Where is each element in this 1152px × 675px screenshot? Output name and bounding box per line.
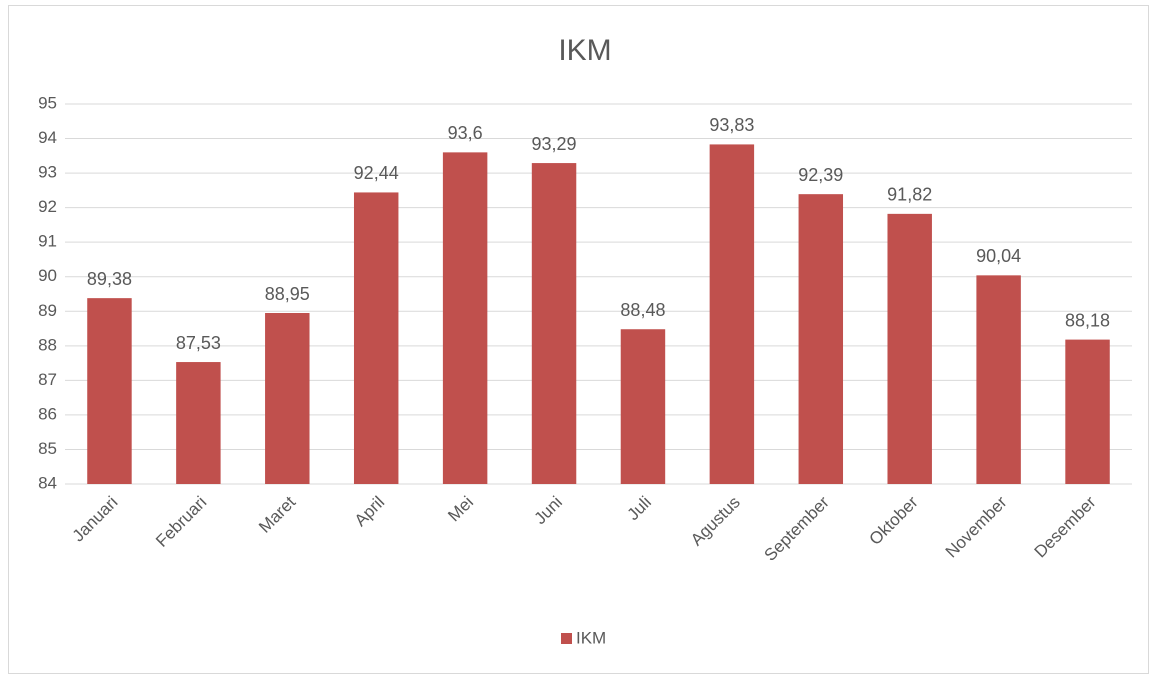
data-label: 92,44 [354,163,399,183]
bar [265,313,310,484]
y-tick-label: 91 [38,232,57,251]
bar [887,213,932,484]
y-tick-label: 88 [38,335,57,354]
data-label: 89,38 [87,269,132,289]
y-tick-label: 93 [38,163,57,182]
data-label: 93,6 [448,123,483,143]
bar [176,362,221,484]
bar [798,194,844,484]
bar [976,275,1021,484]
bar [442,152,488,484]
chart-title: IKM [558,34,611,67]
bar [1065,339,1110,484]
data-label: 91,82 [887,185,932,205]
y-tick-label: 87 [38,370,57,389]
bar [353,192,399,484]
y-tick-label: 89 [38,301,57,320]
data-label: 88,48 [620,300,665,320]
data-label: 93,29 [532,134,577,154]
legend-label: IKM [576,628,606,647]
data-label: 93,83 [709,115,754,135]
chart-frame [8,5,1149,674]
y-tick-label: 92 [38,197,57,216]
data-label: 92,39 [798,165,843,185]
y-tick-label: 85 [38,439,57,458]
data-label: 90,04 [976,246,1021,266]
data-label: 88,18 [1065,310,1110,330]
y-tick-label: 90 [38,266,57,285]
y-tick-label: 95 [38,93,57,112]
bar [709,144,755,484]
data-label: 88,95 [265,284,310,304]
y-tick-label: 94 [38,128,57,147]
bar [531,163,577,484]
legend-swatch [561,633,572,644]
y-tick-label: 86 [38,404,57,423]
y-tick-label: 84 [38,473,57,492]
data-label: 87,53 [176,333,221,353]
bar [620,329,666,484]
bar [87,298,132,484]
